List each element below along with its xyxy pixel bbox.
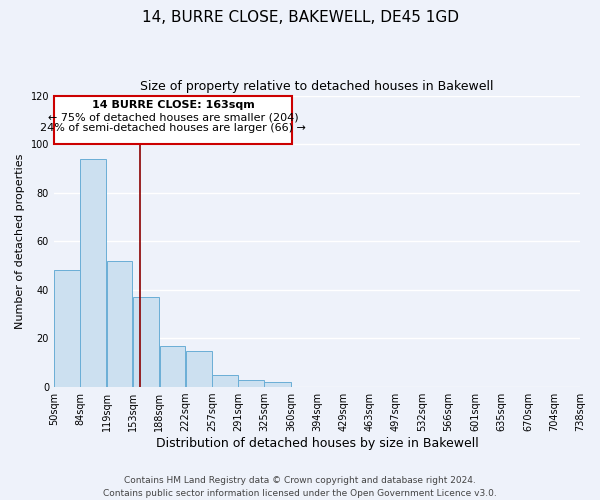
X-axis label: Distribution of detached houses by size in Bakewell: Distribution of detached houses by size … (155, 437, 478, 450)
Bar (185, 350, 212, 387)
Bar (238, 380, 264, 387)
Bar (54, 270, 80, 387)
Bar (160, 346, 185, 387)
Text: 14, BURRE CLOSE, BAKEWELL, DE45 1GD: 14, BURRE CLOSE, BAKEWELL, DE45 1GD (142, 10, 458, 25)
Bar (107, 261, 133, 387)
Y-axis label: Number of detached properties: Number of detached properties (15, 154, 25, 329)
Bar (54, 96, 292, 144)
Text: Contains HM Land Registry data © Crown copyright and database right 2024.
Contai: Contains HM Land Registry data © Crown c… (103, 476, 497, 498)
Text: 14 BURRE CLOSE: 163sqm: 14 BURRE CLOSE: 163sqm (92, 100, 254, 110)
Text: 24% of semi-detached houses are larger (66) →: 24% of semi-detached houses are larger (… (40, 124, 306, 134)
Bar (133, 297, 159, 387)
Text: ← 75% of detached houses are smaller (204): ← 75% of detached houses are smaller (20… (48, 112, 299, 122)
Bar (80, 158, 106, 387)
Title: Size of property relative to detached houses in Bakewell: Size of property relative to detached ho… (140, 80, 494, 93)
Bar (212, 375, 238, 387)
Bar (265, 382, 291, 387)
